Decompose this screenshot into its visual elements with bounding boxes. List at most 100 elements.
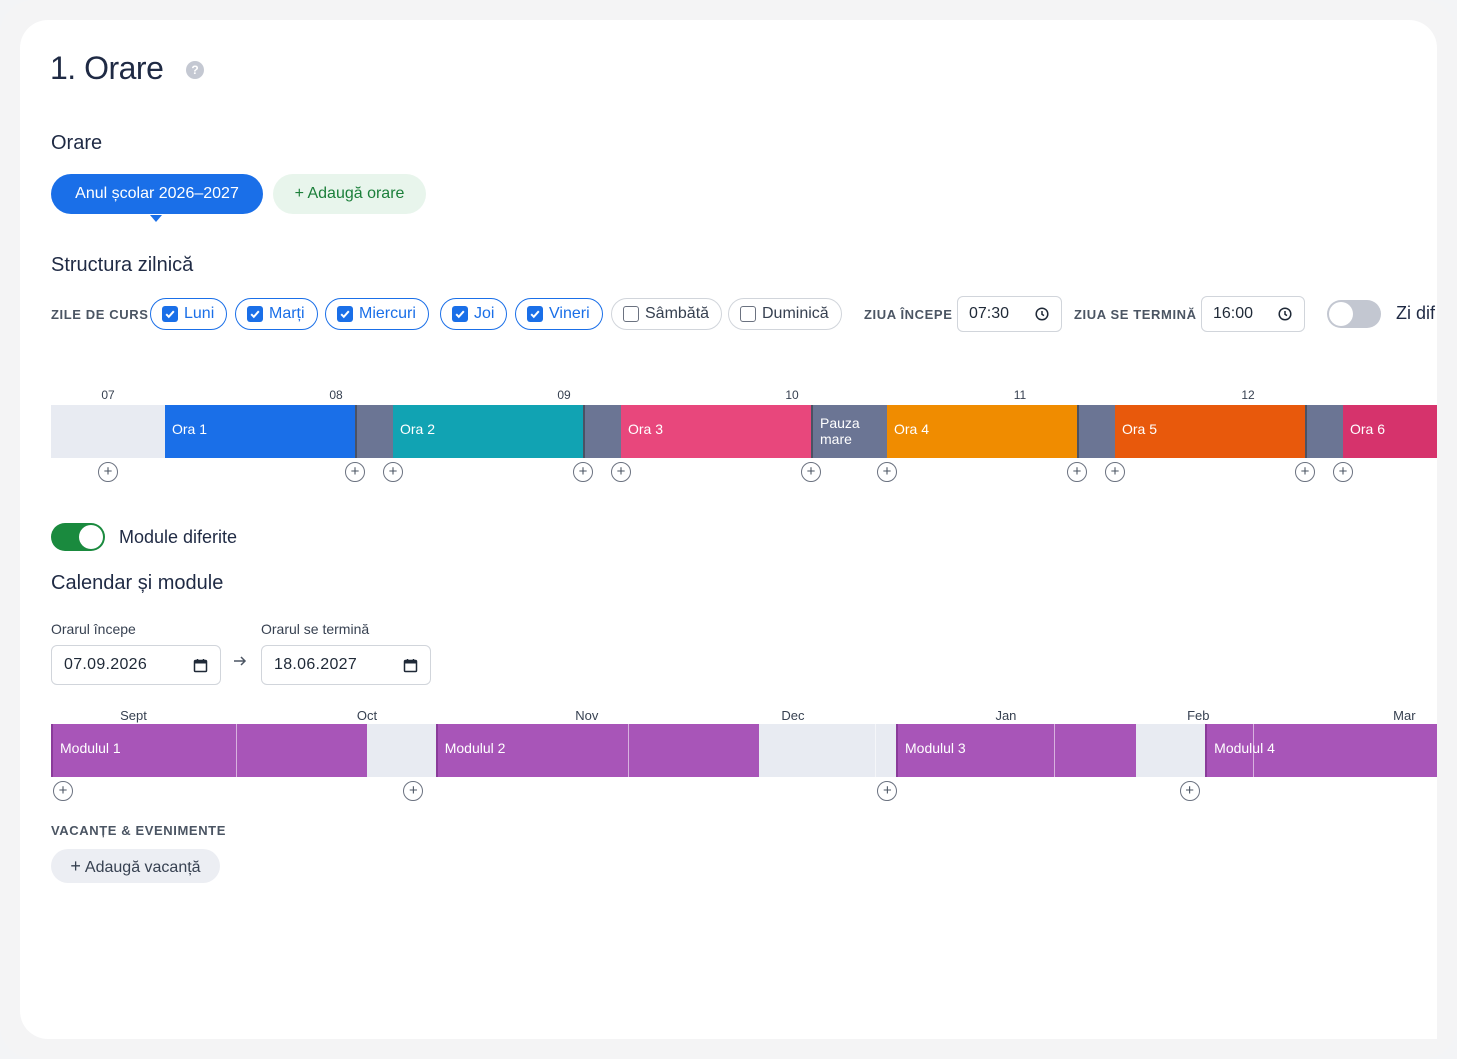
module-block[interactable]: Modulul 2 [435,724,759,777]
schedule-end-input[interactable]: 18.06.2027 [261,645,431,685]
add-vacation-label: Adaugă vacanță [84,859,201,876]
tab-school-year[interactable]: Anul școlar 2026–2027 [51,174,263,214]
lesson-block[interactable]: Ora 2 [393,405,583,458]
different-days-label: Zi dif [1396,303,1436,323]
schedule-start-value: 07.09.2026 [64,656,148,673]
day-end-label: ZIUA SE TERMINĂ [1074,307,1197,322]
day-chip[interactable]: Duminică [728,298,842,330]
lesson-block[interactable]: Pauza mare [811,405,887,458]
month-tick-label: Oct [356,708,378,723]
day-label: Miercuri [359,305,416,322]
month-tick-label: Sept [120,708,147,723]
help-icon[interactable]: ? [186,61,204,79]
break-block[interactable] [1305,405,1343,458]
add-break-plus-icon[interactable]: + [1333,462,1353,482]
orare-heading: Orare [51,132,103,154]
day-chip[interactable]: Joi [440,298,508,330]
page-title: 1. Orare [50,50,164,86]
day-label: Sâmbătă [645,305,710,322]
hour-tick-label: 12 [1241,388,1255,402]
add-vacation-plus-icon[interactable]: + [53,781,73,801]
month-tick-label: Jan [995,708,1017,723]
week-divider [1054,724,1056,777]
add-break-plus-icon[interactable]: + [1067,462,1087,482]
checkbox-empty-icon[interactable] [740,306,756,322]
arrow-right-icon [233,654,247,672]
break-block[interactable] [1077,405,1115,458]
checkbox-checked-icon[interactable] [162,306,178,322]
day-chip[interactable]: Miercuri [325,298,429,330]
add-break-plus-icon[interactable]: + [573,462,593,482]
day-chip[interactable]: Luni [150,298,228,330]
module-block[interactable]: Modulul 3 [896,724,1137,777]
add-break-plus-icon[interactable]: + [1295,462,1315,482]
add-break-plus-icon[interactable]: + [877,462,897,482]
add-break-plus-icon[interactable]: + [1105,462,1125,482]
break-block[interactable] [355,405,393,458]
day-start-input[interactable]: 07:30 [957,296,1062,332]
lesson-block[interactable]: Ora 3 [621,405,811,458]
calendar-icon [403,658,418,672]
checkbox-checked-icon[interactable] [247,306,263,322]
checkbox-checked-icon[interactable] [337,306,353,322]
month-tick-label: Dec [781,708,805,723]
vacation-gap-block[interactable] [1136,724,1206,777]
day-end-input[interactable]: 16:00 [1201,296,1305,332]
lesson-block[interactable]: Ora 1 [165,405,355,458]
calendar-icon [193,658,208,672]
days-label: ZILE DE CURS [51,307,149,322]
lesson-block[interactable]: Ora 5 [1115,405,1305,458]
hour-tick-label: 10 [785,388,799,402]
add-break-plus-icon[interactable]: + [383,462,403,482]
daily-structure-heading: Structura zilnică [51,254,194,276]
add-vacation-plus-icon[interactable]: + [1179,781,1200,801]
day-start-value: 07:30 [969,305,1010,322]
checkbox-checked-icon[interactable] [452,306,468,322]
clock-icon [1278,307,1292,321]
calendar-modules-heading: Calendar și module [51,572,224,594]
lesson-block[interactable]: Ora 4 [887,405,1077,458]
different-modules-label: Module diferite [119,527,238,547]
clock-icon [1035,307,1049,321]
add-vacation-plus-icon[interactable]: + [877,781,898,801]
month-tick-label: Nov [575,708,599,723]
day-chip[interactable]: Sâmbătă [611,298,723,330]
break-block[interactable] [583,405,621,458]
add-vacation-plus-icon[interactable]: + [403,781,424,801]
day-chip[interactable]: Vineri [515,298,603,330]
add-schedule-button[interactable]: + Adaugă orare [273,174,426,214]
toggle-knob [79,525,103,549]
different-modules-toggle[interactable] [51,523,105,551]
week-divider [628,724,630,777]
add-break-plus-icon[interactable]: + [801,462,821,482]
schedule-end-label: Orarul se termină [261,621,370,637]
checkbox-empty-icon[interactable] [623,306,639,322]
add-break-plus-icon[interactable]: + [345,462,365,482]
add-break-plus-icon[interactable]: + [611,462,631,482]
different-days-toggle[interactable] [1327,300,1381,328]
vacation-gap-block[interactable] [758,724,896,777]
active-tab-caret [150,215,162,222]
day-label: Vineri [549,305,590,322]
day-chip[interactable]: Marți [235,298,318,330]
toggle-knob [1329,302,1353,326]
settings-card: 1. Orare ? Orare Anul școlar 2026–2027 +… [20,20,1437,1039]
module-block[interactable]: Modulul 4 [1205,724,1437,777]
day-label: Marți [269,305,305,322]
add-vacation-button[interactable]: + Adaugă vacanță [51,849,220,883]
vacation-gap-block[interactable] [367,724,436,777]
schedule-start-input[interactable]: 07.09.2026 [51,645,221,685]
add-break-plus-icon[interactable]: + [98,462,118,482]
empty-block[interactable] [51,405,165,458]
lesson-block[interactable]: Ora 6 [1343,405,1437,458]
checkbox-checked-icon[interactable] [527,306,543,322]
hour-tick-label: 07 [101,388,115,402]
module-block[interactable]: Modulul 1 [51,724,368,777]
month-tick-label: Feb [1187,708,1210,723]
week-divider [236,724,238,777]
month-tick-label: Mar [1393,708,1416,723]
schedule-end-value: 18.06.2027 [274,656,358,673]
day-label: Joi [474,305,495,322]
hour-tick-label: 11 [1013,388,1027,402]
